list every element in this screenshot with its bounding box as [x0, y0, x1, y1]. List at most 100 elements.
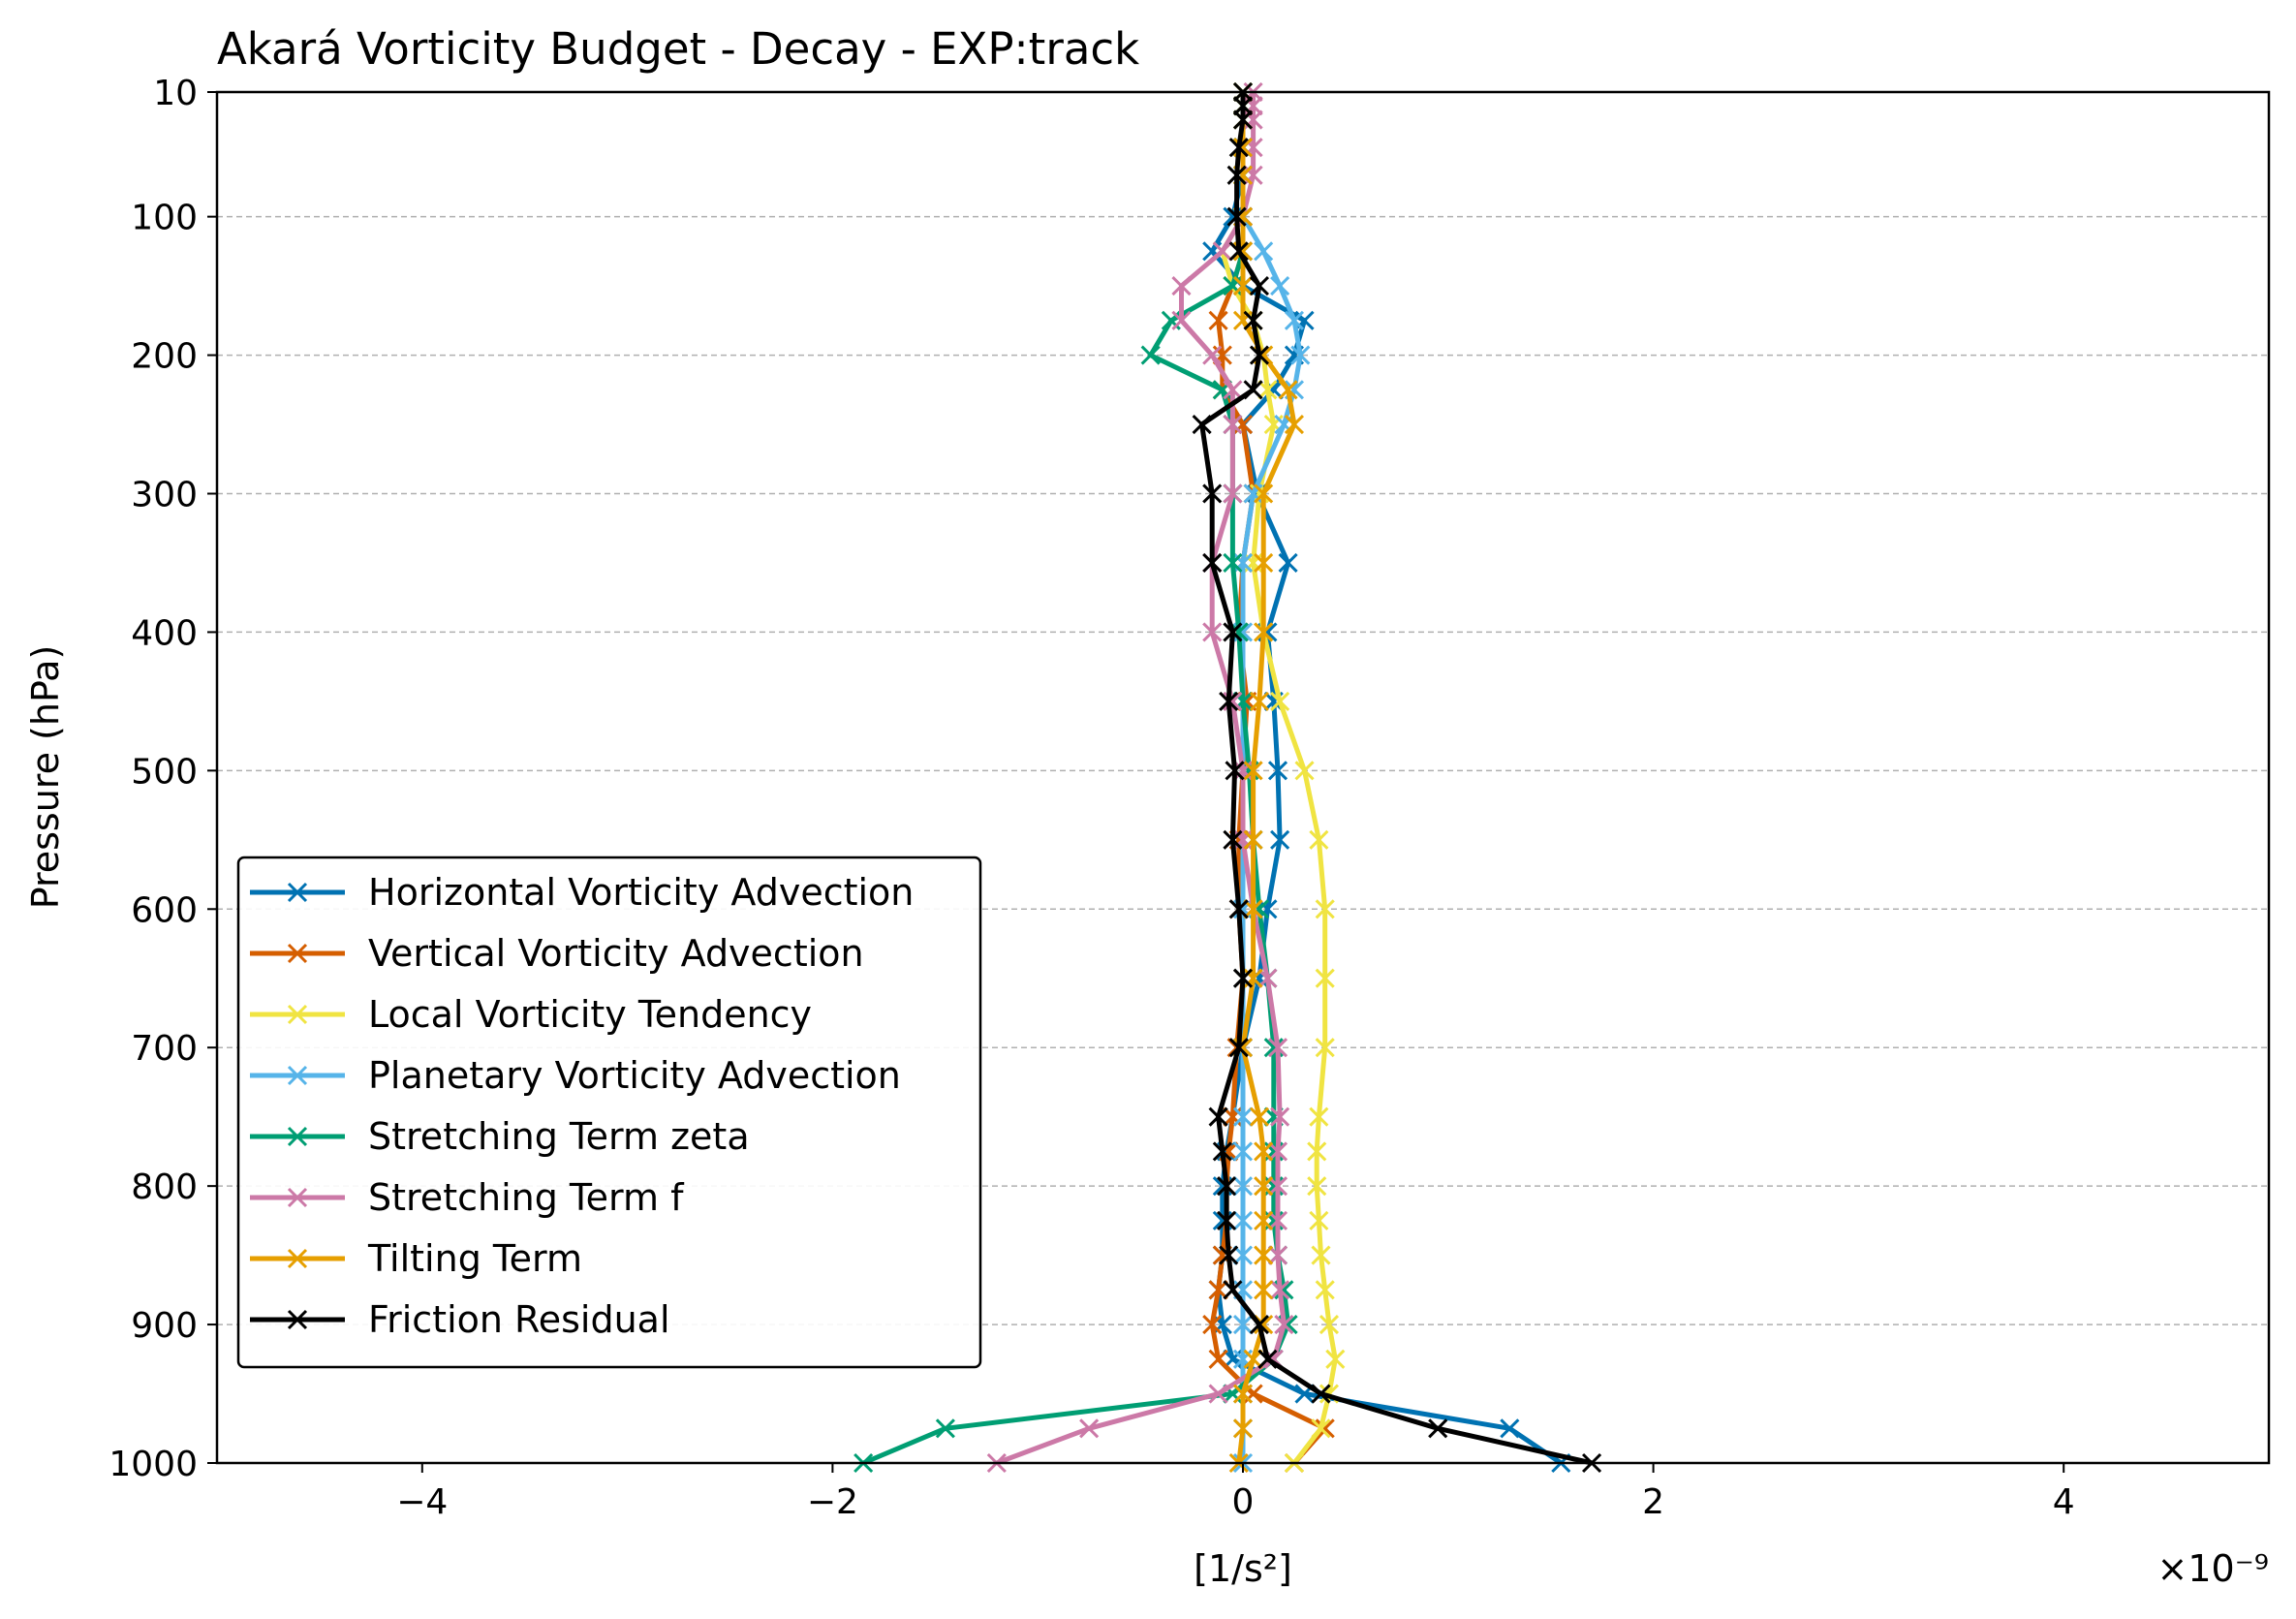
data-point-marker — [1243, 829, 1263, 850]
series-layer — [853, 81, 1602, 1474]
legend-label: Local Vorticity Tendency — [368, 993, 812, 1036]
x-tick-label: −4 — [396, 1482, 448, 1522]
data-point-marker — [1284, 414, 1305, 435]
data-point-marker — [1315, 899, 1335, 919]
data-point-marker — [287, 943, 308, 964]
x-tick-label: 4 — [2053, 1482, 2075, 1522]
y-tick-label: 500 — [131, 752, 198, 792]
data-point-marker — [1225, 761, 1245, 781]
series-line — [1199, 92, 1593, 1466]
data-point-marker — [1232, 1210, 1254, 1230]
data-point-marker — [1270, 1106, 1290, 1127]
data-point-marker — [1228, 899, 1249, 919]
data-point-marker — [1309, 1106, 1329, 1127]
data-point-marker — [1140, 345, 1161, 365]
data-point-marker — [1232, 1418, 1254, 1439]
data-point-marker — [287, 1309, 308, 1330]
data-point-marker — [1257, 1349, 1278, 1369]
data-point-marker — [1267, 1141, 1288, 1162]
data-point-marker — [1254, 241, 1274, 262]
data-point-marker — [1267, 1245, 1288, 1265]
data-point-marker — [1226, 165, 1247, 185]
data-point-marker — [1254, 483, 1274, 504]
data-point-marker — [1228, 138, 1249, 158]
data-point-marker — [1208, 310, 1228, 330]
data-point-marker — [1428, 1418, 1448, 1439]
data-point-marker — [1278, 552, 1298, 574]
x-tick-label: 2 — [1642, 1482, 1664, 1522]
data-point-marker — [1208, 1106, 1228, 1127]
data-point-marker — [1267, 1038, 1288, 1058]
y-tick-label: 100 — [131, 199, 198, 238]
data-point-marker — [1232, 1141, 1254, 1162]
data-point-marker — [1311, 1418, 1331, 1439]
data-point-marker — [287, 1187, 308, 1208]
y-tick-label: 1000 — [109, 1445, 198, 1484]
y-tick-label: 200 — [131, 337, 198, 377]
data-point-marker — [287, 882, 308, 903]
data-point-marker — [1192, 414, 1212, 435]
data-point-marker — [1254, 622, 1274, 642]
data-point-marker — [1315, 968, 1335, 988]
data-point-marker — [287, 1004, 308, 1025]
y-tick-label: 400 — [131, 613, 198, 653]
legend-entry: Local Vorticity Tendency — [250, 993, 812, 1036]
data-point-marker — [1216, 1176, 1237, 1197]
data-point-marker — [1226, 206, 1247, 227]
legend-box — [236, 856, 982, 1369]
series-line — [1240, 92, 1303, 1463]
legend-label: Vertical Vorticity Advection — [368, 932, 864, 975]
data-point-marker — [1243, 310, 1263, 330]
data-point-marker — [1219, 1245, 1239, 1265]
legend-label: Friction Residual — [368, 1298, 670, 1341]
legend-entry: Planetary Vorticity Advection — [250, 1054, 901, 1097]
data-point-marker — [1254, 1141, 1274, 1162]
data-point-marker — [1249, 1106, 1270, 1127]
data-point-marker — [1232, 1106, 1254, 1127]
data-point-marker — [1208, 1384, 1228, 1404]
data-point-marker — [1249, 345, 1270, 365]
data-point-marker — [1254, 1176, 1274, 1197]
data-point-marker — [1202, 483, 1223, 504]
data-point-marker — [1232, 1245, 1254, 1265]
data-point-marker — [1257, 968, 1278, 988]
data-point-marker — [1267, 1210, 1288, 1230]
legend-label: Tilting Term — [367, 1237, 582, 1280]
y-axis-label: Pressure (hPa) — [24, 645, 67, 910]
legend-entry: Stretching Term zeta — [250, 1115, 750, 1158]
data-point-marker — [1232, 1315, 1254, 1335]
y-tick-label: 10 — [153, 74, 198, 113]
data-point-marker — [1232, 96, 1254, 116]
data-point-marker — [1249, 691, 1270, 711]
legend-label: Horizontal Vorticity Advection — [368, 871, 914, 914]
data-point-marker — [1315, 1280, 1335, 1300]
data-point-marker — [1171, 276, 1192, 296]
data-point-marker — [287, 1065, 308, 1086]
data-point-marker — [1223, 829, 1243, 850]
data-point-marker — [1202, 552, 1223, 574]
data-point-marker — [1311, 1384, 1331, 1404]
data-point-marker — [1325, 1349, 1346, 1369]
data-point-marker — [1223, 622, 1243, 642]
chart-title: Akará Vorticity Budget - Decay - EXP:tra… — [217, 23, 1139, 75]
data-point-marker — [1307, 1176, 1327, 1197]
data-point-marker — [1202, 345, 1223, 365]
data-point-marker — [1202, 622, 1223, 642]
data-point-marker — [1216, 1210, 1237, 1230]
data-point-marker — [1270, 276, 1290, 296]
series-friction-residual — [1192, 81, 1602, 1474]
data-point-marker — [1267, 761, 1288, 781]
data-point-marker — [1270, 691, 1290, 711]
x-axis-offset-text: ×10⁻⁹ — [2157, 1547, 2269, 1590]
data-point-marker — [1254, 1280, 1274, 1300]
data-point-marker — [1208, 1280, 1228, 1300]
data-point-marker — [1232, 968, 1254, 988]
legend-entry: Horizontal Vorticity Advection — [250, 871, 914, 914]
y-tick-label: 800 — [131, 1168, 198, 1207]
legend: Horizontal Vorticity Advection Vertical V… — [236, 856, 982, 1369]
data-point-marker — [1228, 241, 1249, 262]
data-point-marker — [1500, 1418, 1520, 1439]
data-point-marker — [1208, 1349, 1228, 1369]
data-point-marker — [1232, 1384, 1254, 1404]
